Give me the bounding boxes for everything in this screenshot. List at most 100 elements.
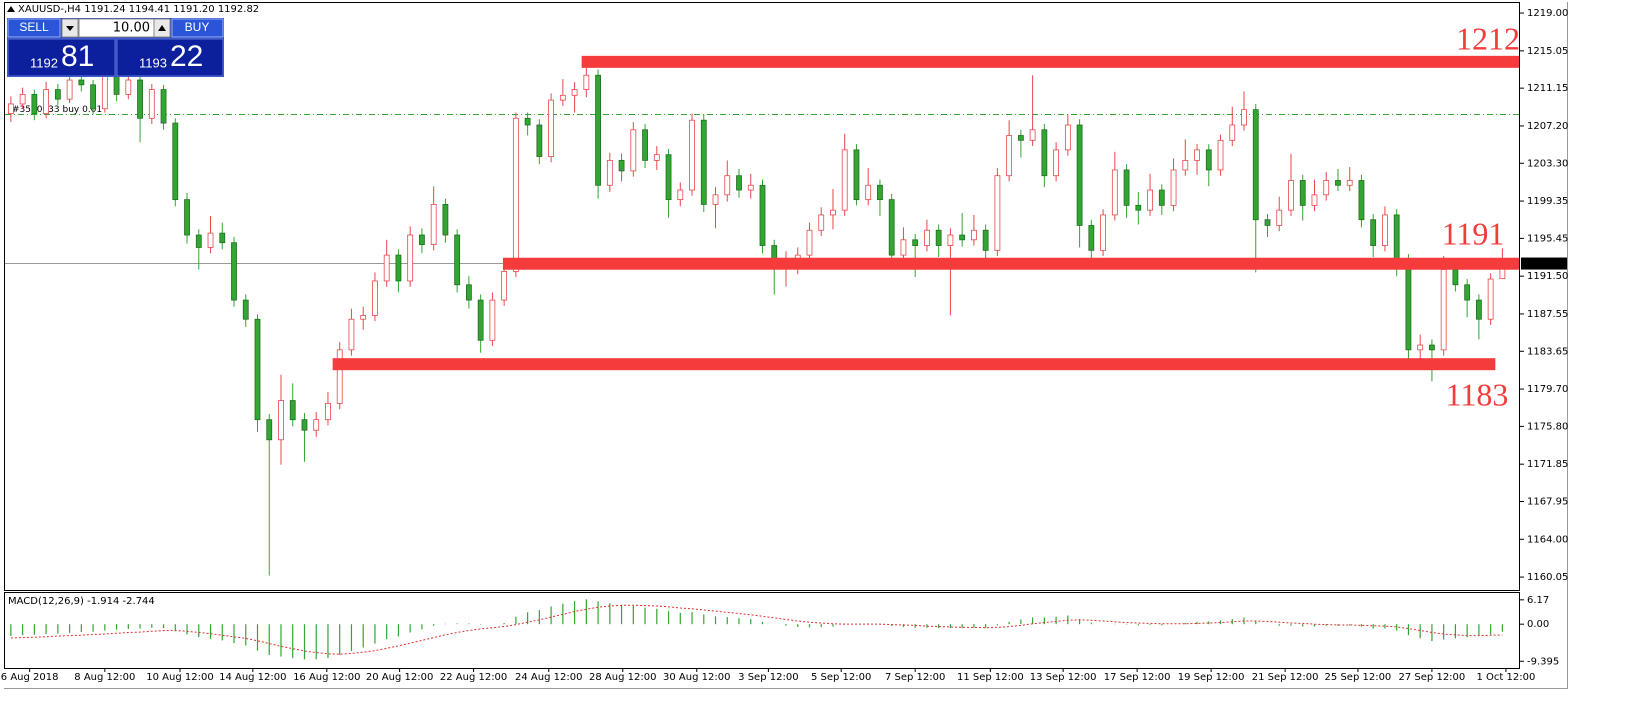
buy-button[interactable] <box>171 18 224 38</box>
candle-body <box>653 154 660 161</box>
candle-body <box>465 284 472 301</box>
candle-body <box>1487 278 1494 320</box>
candle-body <box>313 419 320 431</box>
candle-body <box>1182 159 1189 171</box>
candle-body <box>759 184 766 246</box>
x-tick-label: 30 Aug 12:00 <box>663 672 730 683</box>
candle-body <box>642 129 648 161</box>
candle-body <box>1358 180 1365 221</box>
candle-body <box>172 122 179 201</box>
y-tick-label: 1187.55 <box>1527 309 1568 320</box>
candle-body <box>630 129 637 172</box>
candle-body <box>1041 129 1048 177</box>
y-tick-label: 1160.05 <box>1527 572 1568 583</box>
x-tick-label: 25 Sep 12:00 <box>1325 672 1392 683</box>
candle-body <box>1276 209 1283 226</box>
candle-body <box>1100 214 1106 251</box>
candle-body <box>1311 194 1318 206</box>
candle-body <box>1405 259 1412 351</box>
y-tick-label: 1179.70 <box>1527 384 1568 395</box>
ask-pips: 22 <box>170 40 203 73</box>
candle-body <box>1147 189 1153 211</box>
bid-price-box <box>1521 257 1567 270</box>
candle-body <box>912 239 919 246</box>
order-label: #3510633 buy 0.01 <box>12 105 102 115</box>
ask-box[interactable] <box>116 38 224 77</box>
candle-body <box>524 117 531 126</box>
macd-label: MACD(12,26,9) -1.914 -2.744 <box>8 596 155 607</box>
candle-body <box>1006 135 1013 177</box>
candle-body <box>125 79 132 95</box>
down-arrow <box>66 26 74 31</box>
volume-value[interactable]: 10.00 <box>113 21 150 36</box>
x-tick-label: 19 Sep 12:00 <box>1178 672 1245 683</box>
candle-body <box>1335 180 1341 186</box>
up-arrow <box>158 25 166 31</box>
x-tick-label: 20 Aug 12:00 <box>366 672 433 683</box>
y-tick-label: 1207.20 <box>1527 121 1568 132</box>
bid-box[interactable] <box>7 38 116 77</box>
candle-body <box>806 229 813 256</box>
candle-body <box>583 74 590 90</box>
x-tick-label: 21 Sep 12:00 <box>1252 672 1319 683</box>
candle-body <box>1464 284 1471 301</box>
sell-button[interactable] <box>7 18 61 38</box>
price-plot: #3510633 buy 0.01 <box>5 55 1520 576</box>
candle-body <box>430 204 437 245</box>
candle-body <box>372 280 378 316</box>
candle-body <box>231 242 237 301</box>
sell-label[interactable]: SELL <box>19 20 49 34</box>
candle-body <box>289 400 296 421</box>
candle-body <box>1241 109 1247 126</box>
candle-body <box>1382 214 1388 246</box>
candle-body <box>1170 169 1177 206</box>
candle-body <box>477 299 484 341</box>
bid-pips: 81 <box>61 40 94 73</box>
candle-body <box>818 214 825 231</box>
buy-label[interactable]: BUY <box>185 20 210 34</box>
candle-body <box>853 149 860 201</box>
trade-panel: SELL 10.00 BUY 1192 81 1193 22 <box>7 18 224 77</box>
candle-body <box>747 184 754 191</box>
candle-body <box>724 175 731 196</box>
candle-body <box>947 234 954 246</box>
candle-body <box>970 229 977 241</box>
candle-body <box>1229 124 1236 141</box>
y-tick-label: 1203.30 <box>1527 158 1568 169</box>
x-tick-label: 24 Aug 12:00 <box>515 672 582 683</box>
candle-body <box>407 234 414 282</box>
candle-body <box>419 234 425 245</box>
bid-price-label: 1192.82 <box>1523 259 1564 270</box>
candle-body <box>278 400 284 441</box>
candle-body <box>548 99 555 157</box>
macd-tick-label: 0.00 <box>1527 619 1549 630</box>
collapse-icon[interactable] <box>7 6 15 12</box>
x-tick-label: 13 Sep 12:00 <box>1030 672 1097 683</box>
candle-body <box>348 318 355 351</box>
y-tick-label: 1215.05 <box>1527 46 1568 57</box>
macd-tick-label: -9.395 <box>1527 656 1559 667</box>
x-tick-label: 3 Sep 12:00 <box>738 672 798 683</box>
candle-body <box>501 270 508 301</box>
macd-tick-label: 6.17 <box>1527 595 1549 606</box>
candle-body <box>207 232 214 248</box>
level-annotation: 1183 <box>1446 376 1509 412</box>
macd-signal <box>10 604 1503 655</box>
candle-body <box>689 119 695 191</box>
candle-body <box>266 419 273 441</box>
candle-body <box>242 299 249 320</box>
candle-body <box>1111 169 1118 216</box>
candle-body <box>195 234 202 248</box>
candle-body <box>935 229 942 246</box>
candle-body <box>360 314 367 320</box>
candle-body <box>1029 129 1036 141</box>
candle-body <box>101 74 108 110</box>
y-tick-label: 1183.65 <box>1527 346 1568 357</box>
candle-body <box>700 119 707 205</box>
ask-figure: 1193 <box>139 55 167 70</box>
x-tick-label: 16 Aug 12:00 <box>293 672 360 683</box>
x-tick-label: 6 Aug 2018 <box>1 672 59 683</box>
candle-body <box>512 117 519 272</box>
candle-body <box>66 79 73 100</box>
candle-body <box>830 209 836 216</box>
